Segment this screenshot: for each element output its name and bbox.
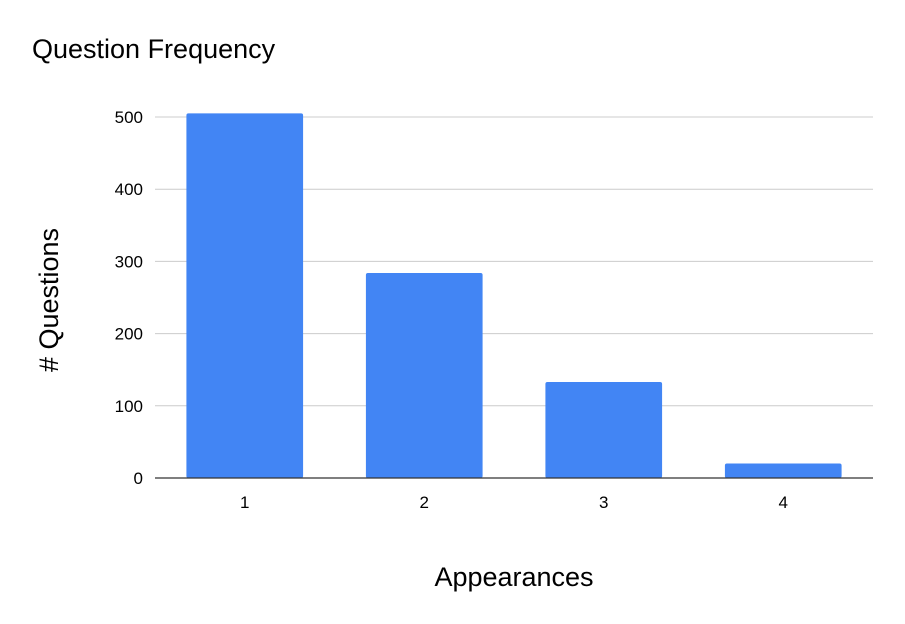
bar [365, 272, 483, 478]
y-tick-label: 400 [115, 180, 143, 199]
x-tick-label: 4 [779, 493, 788, 512]
x-tick-labels: 1 2 3 4 [240, 493, 788, 512]
y-tick-label: 100 [115, 397, 143, 416]
y-axis-title: # Questions [34, 228, 64, 372]
bar [545, 381, 663, 478]
bar [724, 463, 842, 478]
x-tick-label: 2 [420, 493, 429, 512]
chart-title: Question Frequency [32, 34, 276, 64]
y-tick-label: 300 [115, 252, 143, 271]
y-tick-label: 200 [115, 325, 143, 344]
y-tick-label: 500 [115, 108, 143, 127]
bars [186, 113, 842, 478]
bar [186, 113, 304, 478]
x-tick-label: 1 [240, 493, 249, 512]
y-tick-label: 0 [134, 469, 143, 488]
y-tick-labels: 0 100 200 300 400 500 [115, 108, 143, 488]
x-tick-label: 3 [599, 493, 608, 512]
x-axis-title: Appearances [434, 562, 593, 592]
